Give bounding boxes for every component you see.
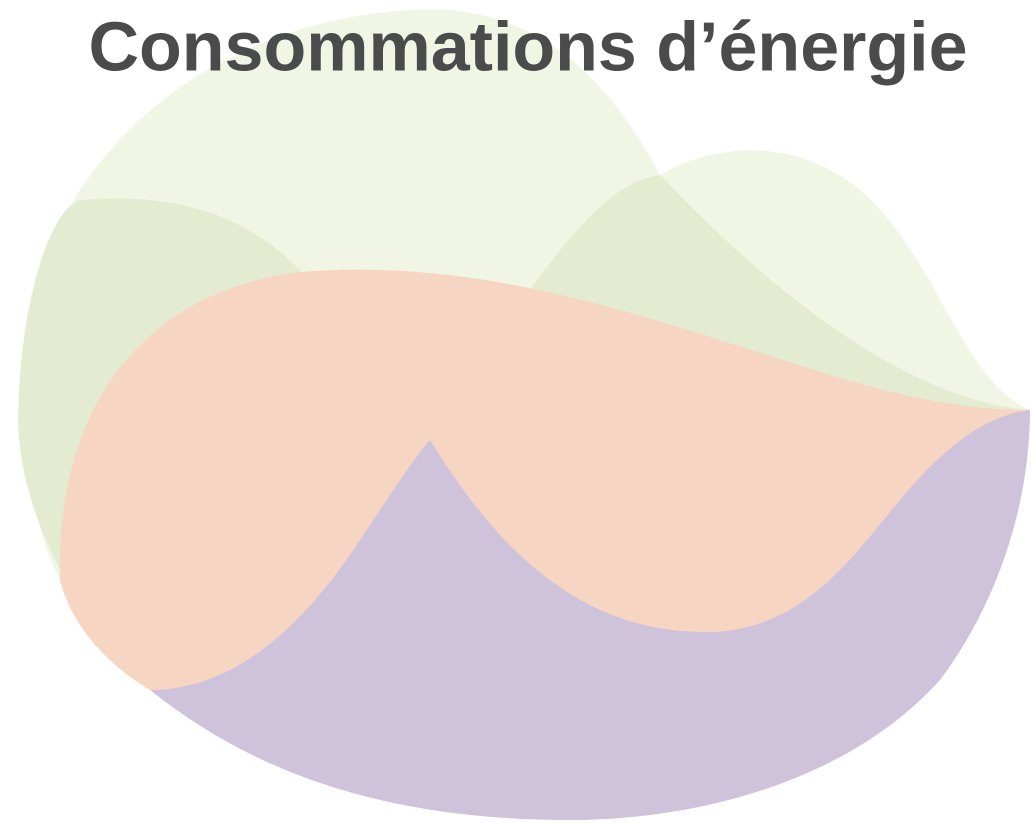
illustration: Consommations d’énergie [0, 0, 1033, 823]
title: Consommations d’énergie [88, 7, 967, 85]
page: Consommations d’énergie (() => { const d… [0, 0, 1033, 823]
